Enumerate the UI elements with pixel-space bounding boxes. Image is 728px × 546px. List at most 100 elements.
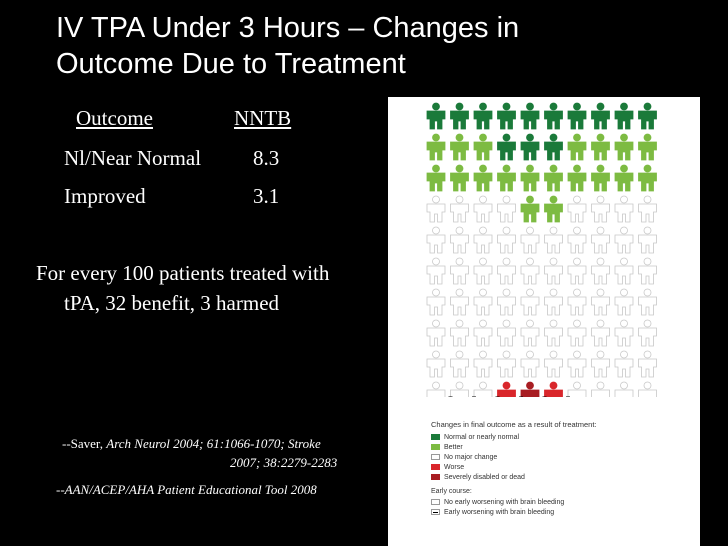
person-icon [638,133,657,161]
person-icon [497,319,516,347]
person-icon [614,288,634,316]
legend-item-severe: Severely disabled or dead [431,472,691,482]
person-icon [591,164,610,192]
person-icon [450,319,469,347]
person-icon [544,226,563,254]
person-icon [614,319,634,347]
person-icon [591,381,610,397]
person-icon [567,257,587,285]
row-label-improved: Improved [64,184,146,208]
person-icon [567,133,587,161]
legend-label: Normal or nearly normal [444,433,520,441]
legend-label: No early worsening with brain bleeding [444,498,565,506]
person-icon [426,381,446,397]
person-icon [450,350,469,378]
figure-legend: Changes in final outcome as a result of … [431,420,691,517]
person-icon [567,102,587,130]
person-icon [567,195,587,223]
person-icon [591,226,610,254]
person-icon [544,133,563,161]
person-icon [614,195,634,223]
legend-label: Severely disabled or dead [444,473,525,481]
person-icon [426,257,446,285]
person-icon [614,226,634,254]
person-icon [638,288,657,316]
person-icon [638,381,657,397]
person-icon [473,195,493,223]
person-icon [614,257,634,285]
citation-saver: --Saver, Arch Neurol 2004; 61:1066-1070;… [62,436,321,452]
person-icon [426,164,446,192]
person-icon [520,288,540,316]
person-icon [450,226,469,254]
legend-label: Worse [444,463,465,471]
person-icon [473,319,493,347]
people-grid [426,102,657,397]
person-icon [448,381,469,397]
person-icon [591,319,610,347]
person-icon [450,195,469,223]
person-icon [426,195,446,223]
citation-saver-line2: 2007; 38:2279-2283 [230,455,338,470]
person-icon [495,381,516,397]
legend-swatch [431,434,440,440]
person-icon [497,195,516,223]
person-icon [473,102,493,130]
person-icon [544,350,563,378]
person-icon [638,195,657,223]
person-icon [591,102,610,130]
person-icon [567,350,587,378]
person-icon [520,133,540,161]
legend-swatch [431,509,440,515]
citation-saver-journal: Arch Neurol 2004; 61:1066-1070; Stroke [106,436,321,451]
legend-item-better: Better [431,442,691,452]
person-icon [520,257,540,285]
person-icon [567,226,587,254]
person-icon [473,288,493,316]
person-icon [519,381,540,397]
person-icon [472,381,493,397]
person-icon [544,319,563,347]
person-icon [614,350,634,378]
person-icon [638,102,657,130]
person-icon [544,102,563,130]
person-icon [567,288,587,316]
person-icon [614,164,634,192]
person-icon [497,133,516,161]
person-icon [591,257,610,285]
person-icon [473,257,493,285]
person-icon [497,288,516,316]
person-icon [544,164,563,192]
person-icon [520,195,540,223]
person-icon [520,164,540,192]
person-icon [544,195,563,223]
person-icon [567,164,587,192]
citation-aan: --AAN/ACEP/AHA Patient Educational Tool … [56,482,317,497]
legend-label: No major change [444,453,498,461]
legend-item-normal: Normal or nearly normal [431,432,691,442]
person-icon [426,226,446,254]
person-icon [497,226,516,254]
outcome-figure [388,97,700,546]
person-icon [542,381,563,397]
person-icon [426,102,446,130]
person-icon [520,350,540,378]
person-icon [497,257,516,285]
person-icon [544,257,563,285]
title-line-2: Outcome Due to Treatment [56,48,406,80]
legend-early-heading: Early course: [431,488,472,495]
person-icon [450,102,469,130]
person-icon [638,164,657,192]
legend-label: Better [444,443,463,451]
legend-swatch [431,464,440,470]
person-icon [450,288,469,316]
legend-heading: Changes in final outcome as a result of … [431,420,597,429]
legend-early-no-bleed: No early worsening with brain bleeding [431,497,691,507]
citation-saver-prefix: --Saver, [62,436,107,451]
legend-swatch [431,444,440,450]
title-line-1: IV TPA Under 3 Hours – Changes in [56,12,520,44]
person-icon [497,164,516,192]
person-icon [450,257,469,285]
row-label-normal: Nl/Near Normal [64,146,202,170]
person-icon [614,381,634,397]
